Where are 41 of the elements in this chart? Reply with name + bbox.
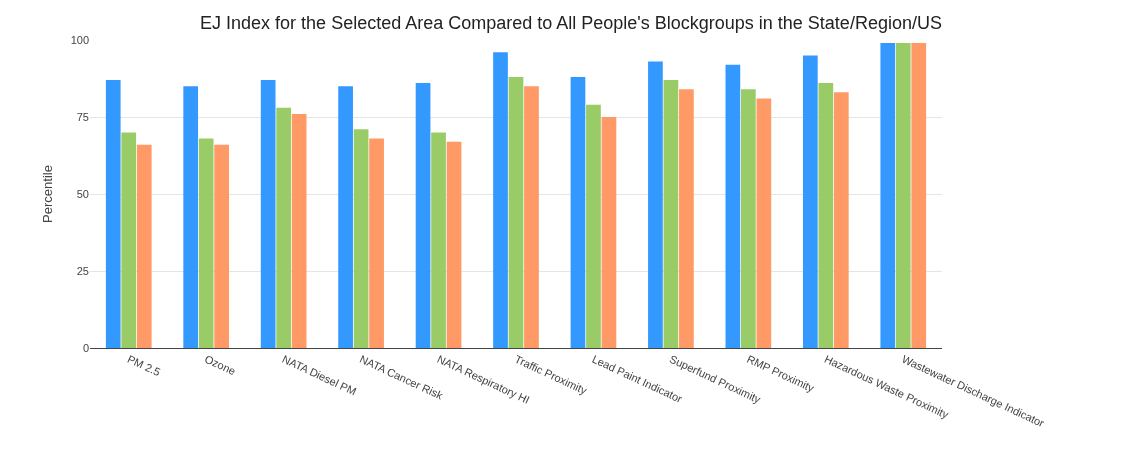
- bar: [895, 43, 911, 348]
- bar: [369, 138, 384, 348]
- bar: [524, 86, 539, 348]
- y-tick-label: 25: [76, 264, 89, 277]
- bar: [911, 43, 927, 348]
- bar: [679, 89, 694, 348]
- bar: [338, 86, 353, 348]
- bar: [291, 113, 307, 348]
- x-tick-label: PM 2.5: [125, 352, 163, 379]
- bar: [183, 86, 199, 348]
- bar: [756, 98, 772, 348]
- bar: [880, 43, 896, 348]
- bar: [276, 107, 291, 348]
- bar: [136, 144, 152, 348]
- bar: [725, 64, 741, 348]
- bar: [446, 141, 462, 348]
- bar: [586, 104, 601, 348]
- y-tick-label: 0: [82, 341, 89, 354]
- chart-title: EJ Index for the Selected Area Compared to All People's Blockgroups in the State/Region/US: [200, 13, 942, 34]
- bar: [570, 76, 586, 348]
- bar: [663, 80, 679, 348]
- bar: [353, 129, 369, 348]
- y-tick-label: 75: [76, 110, 89, 123]
- bar: [121, 132, 137, 348]
- bar: [833, 92, 849, 348]
- bar: [415, 83, 431, 348]
- bar: [802, 55, 818, 348]
- y-tick-label: 100: [70, 33, 89, 46]
- y-axis-title: Percentile: [39, 165, 55, 223]
- bar: [648, 61, 663, 348]
- y-tick-label: 50: [76, 187, 89, 200]
- bar: [105, 80, 121, 348]
- bar: [214, 144, 230, 348]
- bar: [198, 138, 214, 348]
- bar: [818, 83, 834, 348]
- bar: [431, 132, 446, 348]
- bar: [601, 117, 617, 348]
- bar: [493, 52, 508, 348]
- bar: [508, 76, 524, 348]
- bar: [741, 89, 756, 348]
- bar: [260, 80, 276, 348]
